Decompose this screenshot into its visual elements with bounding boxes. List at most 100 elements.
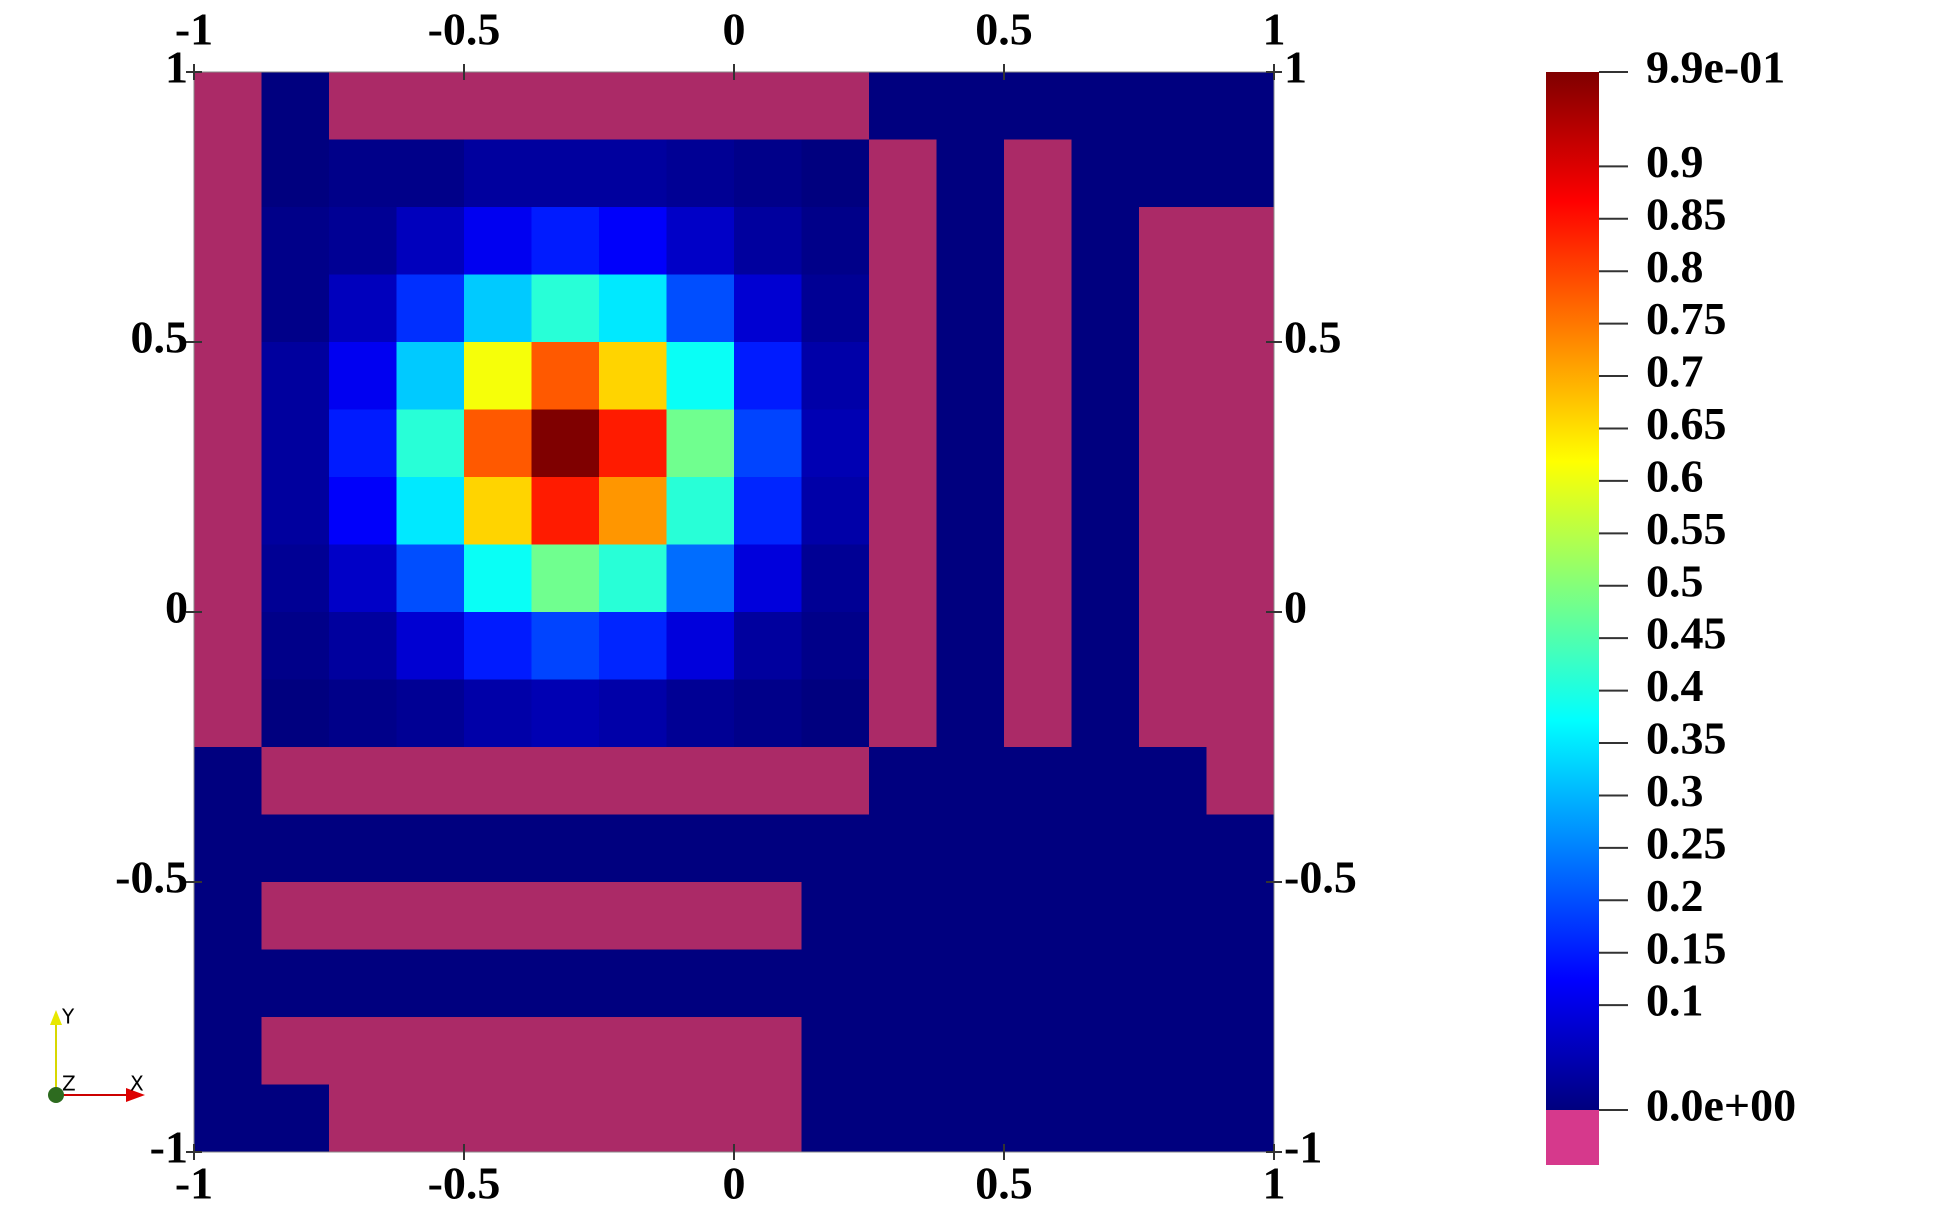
cell — [666, 949, 735, 1018]
cell — [801, 814, 870, 883]
cell — [599, 882, 667, 950]
cell — [1071, 1017, 1140, 1085]
z-axis-dot — [48, 1087, 64, 1103]
cell — [599, 1017, 667, 1085]
cell — [936, 139, 1005, 208]
y-tick-label: -0.5 — [115, 852, 188, 903]
cell — [1206, 1017, 1275, 1085]
field — [194, 72, 1275, 1153]
cell — [194, 747, 262, 815]
cell — [599, 612, 667, 680]
cell — [194, 72, 262, 140]
cell — [531, 207, 600, 275]
cell — [464, 747, 532, 815]
cell — [599, 747, 667, 815]
colorbar-tick-label: 0.1 — [1646, 975, 1704, 1026]
cell — [666, 207, 735, 275]
cell — [396, 882, 465, 950]
colorbar-tick-label: 0.0e+00 — [1646, 1080, 1796, 1131]
cell — [464, 679, 532, 748]
cell — [936, 612, 1005, 680]
cell — [599, 477, 667, 545]
cell — [599, 1084, 667, 1153]
cell — [1071, 274, 1140, 343]
cell — [801, 477, 870, 545]
cell — [666, 1017, 735, 1085]
x-tick-label: -0.5 — [428, 4, 501, 55]
cell — [396, 612, 465, 680]
cell — [1071, 1084, 1140, 1153]
cell — [329, 544, 397, 613]
cell — [1004, 814, 1072, 883]
cell — [194, 949, 262, 1018]
cell — [734, 544, 802, 613]
cell — [801, 72, 870, 140]
x-arrow-head — [126, 1088, 145, 1102]
cell — [531, 747, 600, 815]
cell — [734, 747, 802, 815]
cell — [1071, 612, 1140, 680]
colorbar-tick-label: 0.75 — [1646, 293, 1727, 344]
cell — [599, 544, 667, 613]
y-tick-label: 0 — [165, 582, 188, 633]
cell — [464, 274, 532, 343]
cell — [936, 409, 1005, 478]
cell — [329, 882, 397, 950]
cell — [1206, 612, 1275, 680]
cell — [1139, 747, 1207, 815]
cell — [329, 207, 397, 275]
cell — [734, 72, 802, 140]
cell — [869, 207, 937, 275]
x-tick-label: 1 — [1263, 1158, 1286, 1209]
cell — [869, 747, 937, 815]
y-arrow-head — [50, 1010, 62, 1025]
cell — [531, 72, 600, 140]
y-tick-label: 0.5 — [131, 312, 189, 363]
cell — [194, 612, 262, 680]
cell — [936, 679, 1005, 748]
cell — [1004, 477, 1072, 545]
cell — [261, 679, 330, 748]
cell — [531, 139, 600, 208]
cell — [396, 72, 465, 140]
cell — [666, 1084, 735, 1153]
cell — [329, 1084, 397, 1153]
cell — [734, 612, 802, 680]
cell — [1071, 544, 1140, 613]
colorbar-tick-label: 0.6 — [1646, 450, 1704, 501]
cell — [329, 612, 397, 680]
cell — [936, 342, 1005, 410]
cell — [261, 274, 330, 343]
colorbar-tick-label: 0.25 — [1646, 817, 1727, 868]
cell — [261, 207, 330, 275]
cell — [261, 72, 330, 140]
y-tick-label: -0.5 — [1284, 852, 1357, 903]
cell — [194, 274, 262, 343]
cell — [1071, 139, 1140, 208]
cell — [194, 409, 262, 478]
cell — [1139, 139, 1207, 208]
colorbar-tick-label: 0.85 — [1646, 188, 1727, 239]
colorbar-tick-label: 0.65 — [1646, 398, 1727, 449]
cell — [194, 477, 262, 545]
cell — [869, 544, 937, 613]
cell — [734, 274, 802, 343]
cell — [1004, 72, 1072, 140]
cell — [1004, 679, 1072, 748]
cell — [464, 207, 532, 275]
cell — [194, 544, 262, 613]
colorbar-tick-label: 0.4 — [1646, 660, 1704, 711]
y-tick-label: 1 — [165, 42, 188, 93]
cell — [666, 544, 735, 613]
cell — [531, 679, 600, 748]
cell — [734, 409, 802, 478]
cell — [261, 544, 330, 613]
cell — [396, 814, 465, 883]
cell — [1206, 477, 1275, 545]
cell — [1139, 679, 1207, 748]
cell — [329, 274, 397, 343]
cell — [396, 1017, 465, 1085]
y-tick-label: 0.5 — [1284, 312, 1342, 363]
cell — [869, 274, 937, 343]
